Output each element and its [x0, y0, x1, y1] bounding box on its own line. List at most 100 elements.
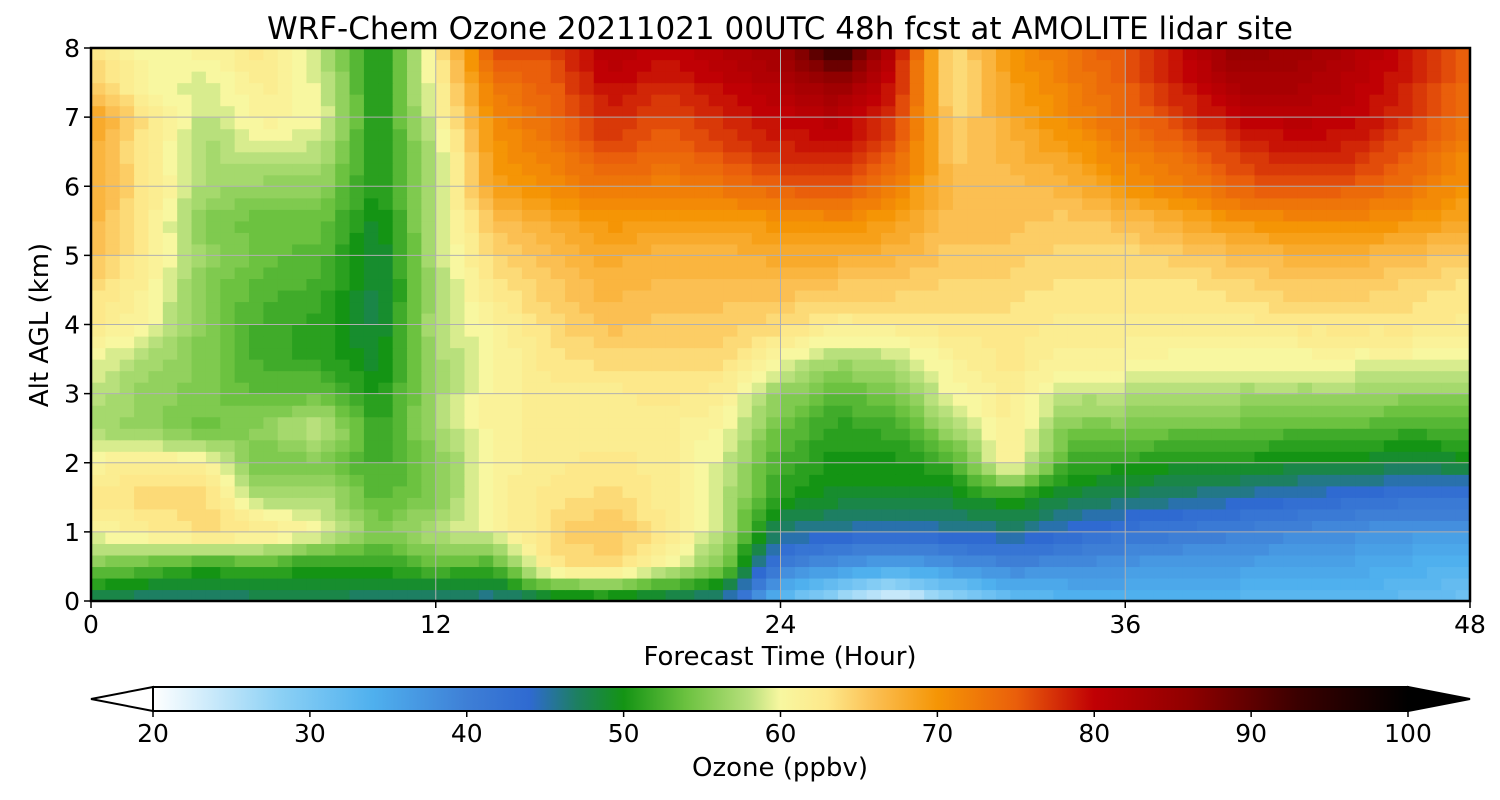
heatmap-cell — [1326, 301, 1342, 314]
heatmap-cell — [349, 209, 365, 222]
heatmap-cell — [651, 531, 667, 544]
heatmap-cell — [1211, 278, 1227, 291]
heatmap-cell — [1139, 197, 1155, 210]
heatmap-cell — [1168, 140, 1184, 153]
heatmap-cell — [464, 186, 480, 199]
heatmap-cell — [220, 163, 236, 176]
heatmap-cell — [823, 128, 839, 141]
heatmap-cell — [881, 497, 897, 510]
heatmap-cell — [1024, 94, 1040, 107]
heatmap-cell — [1168, 428, 1184, 441]
heatmap-cell — [435, 462, 451, 475]
heatmap-cell — [737, 405, 753, 418]
heatmap-cell — [593, 416, 609, 429]
heatmap-cell — [780, 209, 796, 222]
heatmap-cell — [866, 462, 882, 475]
heatmap-cell — [823, 474, 839, 487]
heatmap-cell — [249, 94, 264, 107]
heatmap-cell — [1369, 278, 1385, 291]
heatmap-cell — [162, 117, 178, 130]
heatmap-cell — [723, 589, 738, 602]
heatmap-cell — [565, 462, 580, 475]
heatmap-cell — [967, 405, 983, 418]
heatmap-cell — [1412, 312, 1428, 326]
heatmap-cell — [1225, 163, 1241, 176]
heatmap-cell — [1311, 382, 1327, 395]
heatmap-cell — [220, 428, 236, 441]
heatmap-cell — [378, 128, 394, 141]
heatmap-cell — [1168, 554, 1184, 568]
heatmap-cell — [1197, 105, 1213, 118]
heatmap-cell — [1168, 151, 1184, 164]
heatmap-cell — [924, 71, 940, 84]
heatmap-cell — [1326, 94, 1342, 107]
heatmap-cell — [967, 508, 983, 521]
heatmap-cell — [220, 336, 236, 349]
heatmap-cell — [679, 174, 695, 187]
heatmap-cell — [1211, 485, 1227, 498]
heatmap-cell — [1053, 416, 1069, 429]
heatmap-cell — [378, 462, 394, 475]
heatmap-cell — [593, 370, 609, 383]
heatmap-cell — [1369, 393, 1385, 406]
heatmap-cell — [450, 336, 466, 349]
heatmap-cell — [1010, 312, 1026, 326]
heatmap-cell — [91, 428, 106, 441]
heatmap-cell — [1225, 393, 1241, 406]
heatmap-cell — [1182, 266, 1198, 280]
heatmap-cell — [277, 105, 293, 118]
heatmap-cell — [521, 520, 537, 533]
heatmap-cell — [162, 508, 178, 521]
heatmap-cell — [708, 71, 724, 84]
heatmap-cell — [679, 186, 695, 199]
heatmap-cell — [1197, 255, 1213, 268]
heatmap-cell — [938, 462, 954, 475]
heatmap-cell — [1225, 462, 1241, 475]
heatmap-cell — [565, 474, 580, 487]
heatmap-cell — [1383, 416, 1399, 429]
heatmap-cell — [421, 266, 437, 280]
heatmap-cell — [794, 59, 810, 72]
heatmap-cell — [1326, 174, 1342, 187]
heatmap-cell — [335, 266, 351, 280]
heatmap-cell — [220, 94, 236, 107]
heatmap-cell — [1311, 128, 1327, 141]
heatmap-cell — [536, 520, 552, 533]
heatmap-cell — [1455, 566, 1471, 579]
heatmap-cell — [1398, 82, 1414, 95]
heatmap-cell — [1082, 543, 1098, 556]
heatmap-cell — [550, 439, 566, 452]
heatmap-cell — [881, 428, 897, 441]
heatmap-cell — [1168, 462, 1184, 475]
heatmap-cell — [852, 359, 868, 372]
heatmap-cell — [277, 278, 293, 291]
heatmap-cell — [1254, 497, 1270, 510]
heatmap-cell — [349, 462, 365, 475]
heatmap-cell — [1297, 543, 1313, 556]
heatmap-cell — [708, 543, 724, 556]
heatmap-cell — [105, 566, 121, 579]
heatmap-cell — [435, 577, 451, 591]
heatmap-cell — [1426, 163, 1442, 176]
heatmap-cell — [1254, 520, 1270, 533]
heatmap-cell — [349, 140, 365, 153]
heatmap-cell — [177, 278, 193, 291]
heatmap-cell — [1369, 163, 1385, 176]
heatmap-cell — [1355, 359, 1371, 372]
heatmap-cell — [521, 243, 537, 256]
heatmap-cell — [1441, 405, 1457, 418]
heatmap-cell — [435, 151, 451, 164]
heatmap-cell — [1311, 451, 1327, 464]
heatmap-cell — [450, 59, 466, 72]
heatmap-cell — [507, 151, 523, 164]
heatmap-cell — [981, 117, 997, 130]
heatmap-cell — [1398, 543, 1414, 556]
heatmap-cell — [478, 531, 494, 544]
heatmap-cell — [995, 117, 1011, 130]
heatmap-cell — [1039, 336, 1055, 349]
heatmap-cell — [1153, 462, 1169, 475]
heatmap-cell — [751, 554, 767, 568]
heatmap-cell — [1096, 324, 1112, 337]
heatmap-cell — [622, 59, 638, 72]
heatmap-cell — [1369, 266, 1385, 280]
